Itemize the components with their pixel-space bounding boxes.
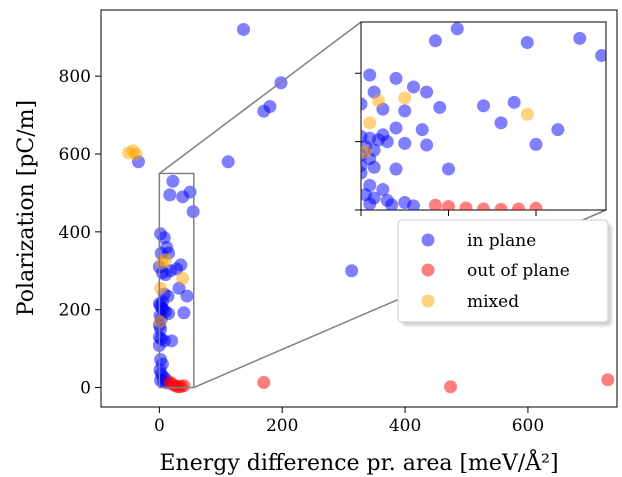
axis-ticks: 0 200 400 600 0 200 400 600 800 [59,67,545,436]
point-in-plane [159,268,172,282]
inset-point-in-plane [376,182,390,196]
inset-point-mixed [520,107,534,121]
legend: in plane out of plane mixed [397,219,609,323]
inset-point-in-plane [433,100,447,114]
inset-point-mixed [398,91,412,105]
y-tick-label: 600 [59,145,91,165]
inset-point-out-of-plane [512,202,525,210]
point-mixed [159,253,172,267]
inset-point-in-plane [442,162,455,176]
inset-data-points [361,22,606,210]
x-axis-label: Energy difference pr. area [meV/Å²] [159,448,558,476]
x-tick-label: 600 [512,416,544,436]
inset-point-in-plane [367,160,381,174]
inset-point-in-plane [361,166,368,180]
point-in-plane [180,289,194,303]
inset-axis-ticks [355,72,537,216]
x-tick-label: 0 [154,416,165,436]
inset-point-in-plane [389,162,403,176]
y-tick-label: 400 [59,223,91,243]
inset-point-in-plane [428,34,442,48]
inset-point-in-plane [363,68,377,82]
inset-point-mixed [372,94,385,108]
point-in-plane [177,306,191,320]
inset-point-in-plane [363,197,377,210]
legend-box [397,219,609,323]
inset-point-in-plane [380,135,394,149]
inset-point-in-plane [450,22,464,36]
y-tick-label: 0 [80,379,91,399]
inset-point-out-of-plane [459,201,473,210]
y-axis-label: Polarization [pC/m] [14,100,39,316]
legend-marker-in-plane [421,233,435,247]
inset-point-in-plane [507,95,521,109]
point-mixed [129,147,143,161]
inset-point-in-plane [398,136,412,150]
inset-point-in-plane [389,121,403,135]
inset-point-in-plane [520,36,534,50]
point-in-plane [166,174,180,188]
inset-point-in-plane [494,116,508,130]
inset-plot-area [360,21,607,211]
inset-point-in-plane [420,85,434,99]
point-in-plane [183,185,197,199]
inset-point-out-of-plane [494,202,508,210]
inset-point-in-plane [477,99,490,113]
point-out-of-plane [257,375,271,389]
point-in-plane [163,188,177,202]
legend-label-mixed: mixed [467,292,519,312]
point-out-of-plane [601,373,615,387]
main-data-points [122,22,615,394]
zoom-connector-top [158,21,362,175]
point-mixed [154,281,168,295]
inset-point-mixed [361,145,372,159]
inset-point-out-of-plane [477,202,490,210]
inset-point-in-plane [407,80,420,94]
legend-label-out-of-plane: out of plane [467,261,570,281]
y-tick-label: 800 [59,67,91,87]
inset-point-in-plane [595,49,606,62]
inset-point-mixed [363,116,377,130]
point-in-plane [165,334,179,348]
inset-point-out-of-plane [428,198,442,210]
legend-marker-out-of-plane [421,263,435,277]
y-tick-label: 200 [59,301,91,321]
inset-point-in-plane [551,123,565,137]
inset-point-in-plane [420,138,434,152]
inset-point-out-of-plane [442,200,455,210]
point-in-plane [157,231,171,245]
point-in-plane [257,104,271,118]
inset-point-out-of-plane [529,201,543,210]
inset-point-in-plane [389,71,403,85]
inset-point-in-plane [415,123,429,137]
inset-point-in-plane [529,137,543,151]
inset-point-in-plane [573,31,587,45]
inset-point-in-plane [385,198,399,210]
inset-point-in-plane [407,199,420,210]
x-tick-label: 400 [389,416,421,436]
point-in-plane [345,264,359,278]
point-mixed [176,272,190,286]
point-in-plane [221,155,235,169]
point-out-of-plane [444,380,458,394]
legend-label-in-plane: in plane [467,231,536,251]
legend-marker-mixed [421,294,435,308]
point-in-plane [237,22,251,36]
x-tick-label: 200 [266,416,298,436]
zoom-region [158,172,195,389]
point-in-plane [174,258,188,272]
point-out-of-plane [177,379,191,393]
inset-point-in-plane [398,104,412,118]
inset-point-in-plane [361,97,368,111]
